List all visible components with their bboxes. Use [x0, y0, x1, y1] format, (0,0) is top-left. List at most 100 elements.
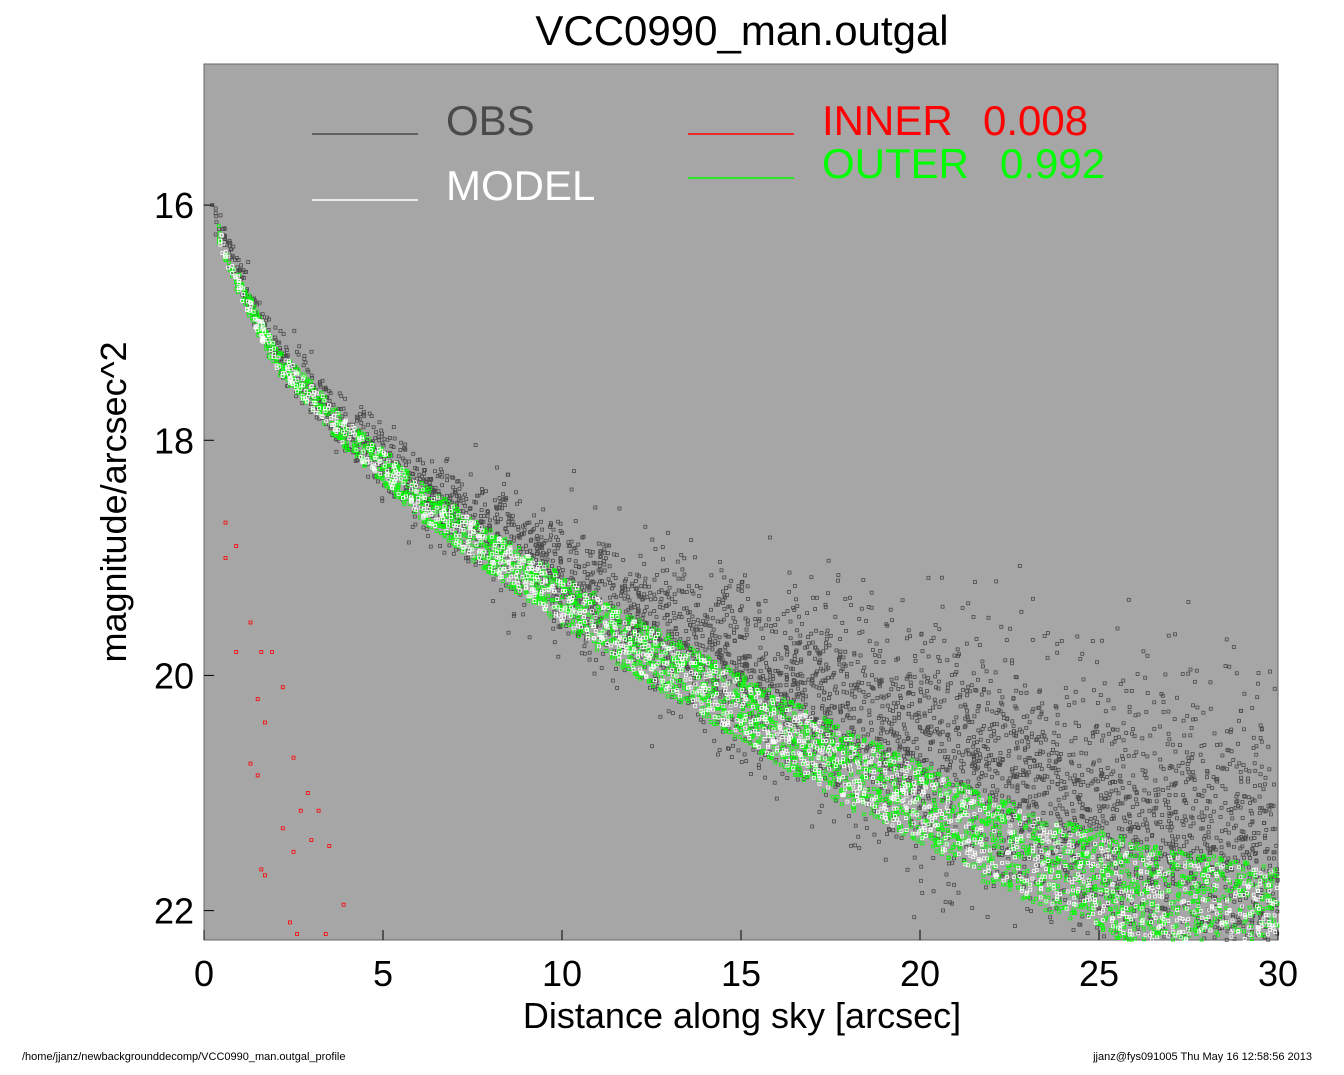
obs-point [1102, 681, 1107, 686]
obs-point [986, 701, 990, 706]
obs-point [855, 660, 860, 664]
data-points [210, 202, 1280, 942]
obs-point [1130, 731, 1134, 736]
obs-point [1091, 779, 1096, 784]
obs-point [1225, 767, 1229, 772]
obs-point [1144, 845, 1149, 849]
obs-point [576, 542, 581, 547]
obs-point [823, 732, 828, 736]
obs-point [984, 885, 988, 890]
obs-point [837, 662, 842, 667]
obs-point [485, 509, 490, 514]
obs-point [1031, 785, 1036, 790]
obs-point [1072, 790, 1077, 794]
obs-point [1136, 826, 1141, 830]
obs-point [594, 582, 598, 587]
obs-point [1096, 701, 1100, 705]
obs-point [789, 688, 793, 693]
obs-point [580, 585, 584, 590]
obs-point [710, 616, 715, 621]
obs-point [630, 581, 635, 586]
obs-point [973, 688, 978, 692]
obs-point [993, 670, 998, 675]
obs-point [260, 312, 265, 317]
obs-point [866, 682, 871, 686]
obs-point [308, 410, 313, 415]
obs-point [1041, 778, 1046, 782]
obs-point [548, 571, 552, 575]
obs-point [1249, 836, 1253, 841]
obs-point [411, 472, 416, 477]
obs-point [1233, 893, 1238, 898]
obs-point [1032, 764, 1037, 769]
obs-point [1046, 631, 1050, 635]
obs-point [1093, 815, 1097, 820]
obs-point [511, 613, 516, 618]
obs-point [1031, 596, 1035, 601]
obs-point [980, 659, 985, 664]
obs-point [925, 689, 929, 693]
obs-point [1053, 806, 1058, 811]
obs-point [784, 683, 789, 687]
obs-point [548, 525, 552, 529]
obs-point [965, 708, 969, 713]
obs-point [556, 654, 561, 659]
obs-point [815, 669, 819, 674]
obs-point [839, 709, 843, 714]
obs-point [840, 621, 845, 625]
obs-point [952, 882, 956, 887]
obs-point [946, 723, 951, 728]
obs-point [602, 547, 607, 552]
obs-point [817, 693, 821, 698]
obs-point [1034, 752, 1039, 756]
obs-point [1058, 817, 1063, 822]
obs-point [1073, 818, 1077, 823]
obs-point [1011, 696, 1016, 701]
obs-point [726, 668, 731, 673]
obs-point [913, 659, 918, 663]
obs-point [987, 761, 991, 766]
obs-point [1017, 755, 1022, 760]
obs-point [1038, 751, 1043, 756]
obs-point [1063, 785, 1068, 790]
obs-point [979, 692, 984, 697]
obs-point [608, 595, 612, 600]
obs-point [963, 702, 967, 707]
obs-point [931, 856, 936, 860]
obs-point [944, 872, 949, 877]
obs-point [1054, 751, 1059, 755]
obs-point [1256, 671, 1261, 675]
obs-point [1027, 803, 1031, 808]
obs-point [874, 660, 879, 664]
obs-point [1099, 892, 1104, 897]
obs-point [412, 514, 417, 519]
obs-point [922, 693, 927, 698]
obs-point [1090, 639, 1095, 643]
obs-point [642, 562, 647, 566]
obs-point [1112, 739, 1117, 744]
obs-point [404, 463, 408, 468]
obs-point [653, 597, 658, 601]
obs-point [984, 757, 989, 761]
obs-point [643, 576, 648, 581]
obs-point [1127, 705, 1132, 709]
obs-point [1003, 658, 1008, 663]
obs-point [1127, 709, 1132, 714]
obs-point [764, 661, 768, 665]
obs-point [1248, 822, 1253, 827]
obs-point [959, 765, 964, 770]
obs-point [1134, 797, 1138, 802]
obs-point [965, 693, 969, 698]
obs-point [926, 695, 931, 700]
obs-point [635, 611, 640, 616]
obs-point [649, 597, 653, 602]
obs-point [731, 615, 736, 620]
obs-point [956, 890, 961, 895]
obs-point [366, 474, 371, 479]
obs-point [914, 844, 918, 848]
obs-point [381, 443, 386, 448]
obs-point [1190, 752, 1195, 756]
obs-point [1126, 753, 1131, 758]
obs-point [896, 700, 900, 705]
obs-point [774, 758, 779, 762]
